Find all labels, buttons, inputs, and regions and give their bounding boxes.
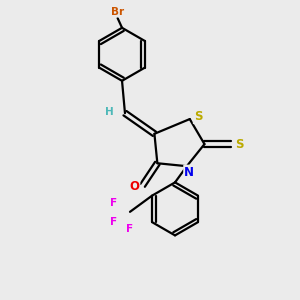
Text: O: O — [129, 180, 140, 193]
Text: S: S — [194, 110, 202, 123]
Text: S: S — [235, 138, 244, 151]
Text: N: N — [184, 166, 194, 178]
Text: F: F — [110, 198, 117, 208]
Text: H: H — [105, 107, 114, 117]
Text: F: F — [110, 217, 117, 227]
Text: F: F — [126, 224, 134, 235]
Text: Br: Br — [111, 7, 124, 16]
